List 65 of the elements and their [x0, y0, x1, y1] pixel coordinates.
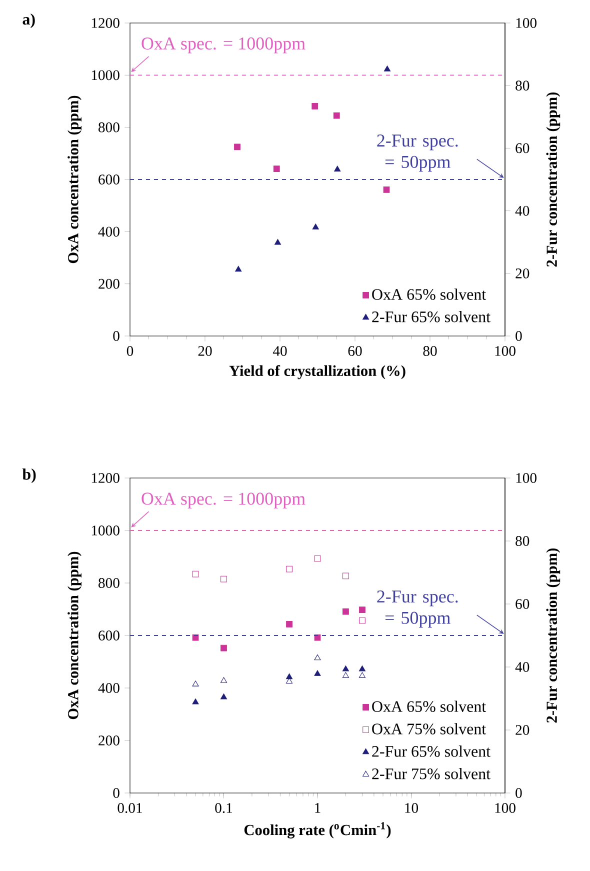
ref-line-label: 2-Fur spec. = 50ppm: [377, 590, 458, 628]
legend-label: OxA 65% solvent: [372, 700, 486, 712]
y-tick-label: 600: [98, 174, 120, 184]
y-tick-label: 0: [113, 331, 120, 341]
chart-title: a): [22, 13, 35, 28]
x-tick-label: 0.1: [215, 803, 232, 814]
y-tick-label: 200: [98, 278, 120, 289]
y2-tick-label: 100: [516, 18, 536, 28]
point: [234, 144, 240, 150]
ref-line-label: OxA spec. = 1000ppm: [142, 37, 306, 54]
y2-tick-label: 60: [516, 599, 530, 609]
y2-tick-label: 20: [516, 725, 530, 735]
y-axis-title: OxA concentration (ppm): [68, 552, 82, 720]
y-tick-label: 1000: [92, 526, 120, 536]
x-tick-label: 100: [495, 803, 516, 813]
legend-label: 2-Fur 65% solvent: [372, 311, 490, 322]
y-tick-label: 1200: [92, 18, 120, 28]
x-tick-label: 40: [272, 346, 287, 356]
x-tick-label: 0.01: [118, 803, 142, 814]
y2-axis-title: 2-Fur concentration (ppm): [546, 548, 560, 723]
y2-tick-label: 80: [516, 536, 530, 546]
legend-label: OxA 65% solvent: [372, 288, 486, 300]
y-tick-label: 600: [98, 630, 120, 640]
y2-tick-label: 60: [516, 143, 530, 154]
x-tick-label: 80: [423, 346, 437, 356]
x-axis-title: Cooling rate ($^{o}$Cmin$^{-1}$): [244, 822, 391, 838]
y-tick-label: 400: [98, 683, 120, 693]
y-axis-title: OxA concentration (ppm): [68, 96, 82, 264]
y-tick-label: 800: [98, 578, 120, 588]
x-tick-label: 1: [315, 803, 320, 813]
y-tick-label: 400: [98, 226, 120, 237]
y-tick-label: 1000: [92, 70, 120, 80]
point: [333, 112, 340, 119]
y2-tick-label: 0: [516, 788, 522, 798]
y-tick-label: 800: [98, 122, 120, 132]
y2-tick-label: 80: [516, 80, 530, 91]
ref-line-label: 2-Fur spec. = 50ppm: [377, 134, 458, 172]
legend-label: 2-Fur 75% solvent: [372, 768, 490, 780]
x-tick-label: 60: [348, 346, 362, 356]
x-axis-title: Yield of crystallization (%): [229, 365, 406, 380]
y2-tick-label: 40: [515, 206, 530, 216]
x-tick-label: 100: [495, 346, 516, 356]
y-tick-label: 200: [98, 736, 120, 746]
point: [274, 238, 282, 245]
chart-title: b): [22, 468, 36, 483]
legend-label: OxA 75% solvent: [372, 723, 486, 734]
x-tick-label: 20: [198, 346, 212, 356]
y2-tick-label: 20: [516, 268, 530, 278]
point: [312, 224, 319, 230]
y-tick-label: 1200: [92, 473, 120, 483]
x-tick-label: 10: [405, 803, 418, 813]
y2-tick-label: 100: [516, 473, 536, 483]
point: [384, 66, 391, 72]
point: [312, 103, 318, 110]
y2-tick-label: 40: [515, 662, 530, 672]
legend-label: 2-Fur 65% solvent: [372, 746, 490, 757]
y2-tick-label: 0: [516, 331, 522, 341]
x-tick-label: 0: [126, 346, 134, 356]
point: [235, 266, 242, 272]
y-tick-label: 0: [113, 788, 120, 798]
ref-line-label: OxA spec. = 1000ppm: [142, 492, 306, 508]
y2-axis-title: 2-Fur concentration (ppm): [546, 92, 560, 267]
point: [334, 166, 341, 172]
point: [383, 186, 390, 193]
point: [273, 166, 280, 172]
